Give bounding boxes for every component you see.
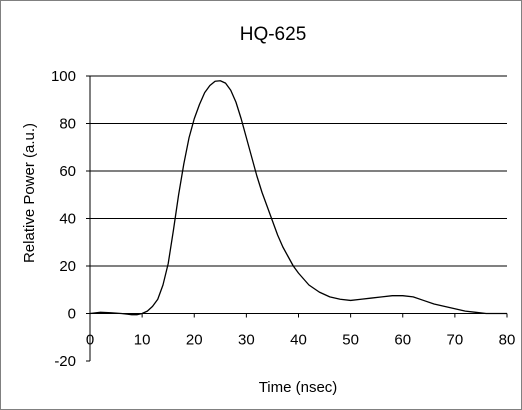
y-tick-label-20: 20 xyxy=(59,258,76,275)
y-tick-label--20: -20 xyxy=(54,353,76,370)
y-axis-label: Relative Power (a.u.) xyxy=(21,123,38,263)
x-tick-label-10: 10 xyxy=(134,332,151,349)
y-tick-label-80: 80 xyxy=(59,116,76,133)
series-line-0 xyxy=(89,80,507,316)
x-axis-label: Time (nsec) xyxy=(259,379,338,396)
x-tick-label-20: 20 xyxy=(186,332,203,349)
x-tick-label-30: 30 xyxy=(238,332,255,349)
x-tick-label-40: 40 xyxy=(290,332,307,349)
series-group xyxy=(89,80,507,316)
x-tick-label-70: 70 xyxy=(447,332,464,349)
x-tick-label-0: 0 xyxy=(86,332,94,349)
y-tick-label-100: 100 xyxy=(51,68,76,85)
chart-title: HQ-625 xyxy=(240,24,307,45)
y-tick-labels: -20 0 20 40 60 80 100 xyxy=(51,68,76,370)
x-tick-label-60: 60 xyxy=(394,332,411,349)
gridlines xyxy=(90,75,507,267)
x-tick-label-50: 50 xyxy=(342,332,359,349)
x-tick-label-80: 80 xyxy=(499,332,516,349)
y-tick-label-40: 40 xyxy=(59,211,76,228)
x-tick-labels: 0 10 20 30 40 50 60 70 80 xyxy=(86,332,516,349)
y-tick-label-0: 0 xyxy=(68,306,76,323)
y-tick-label-60: 60 xyxy=(59,163,76,180)
